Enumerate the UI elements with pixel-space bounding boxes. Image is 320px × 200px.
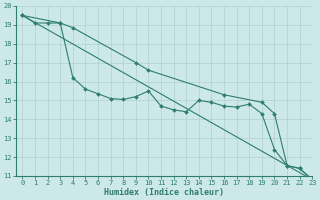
X-axis label: Humidex (Indice chaleur): Humidex (Indice chaleur)	[104, 188, 224, 197]
